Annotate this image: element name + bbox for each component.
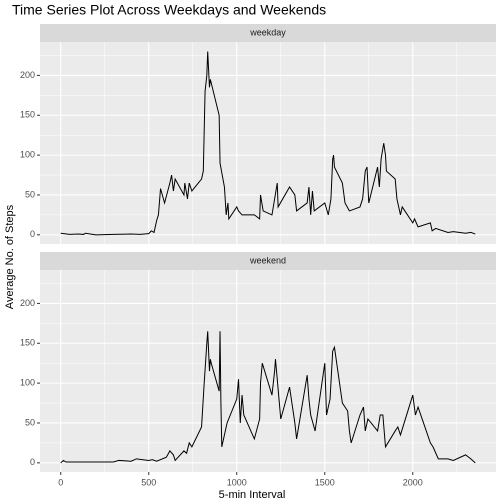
- y-tick-label: 0: [30, 457, 35, 467]
- x-tick-label: 1000: [227, 477, 247, 487]
- x-tick-label: 2000: [403, 477, 423, 487]
- data-line: [60, 331, 476, 464]
- x-tick-label: 500: [141, 477, 156, 487]
- x-axis-label: 5-min Interval: [219, 489, 286, 501]
- y-tick-label: 150: [20, 110, 35, 120]
- y-tick-label: 100: [20, 377, 35, 387]
- y-tick-label: 0: [30, 229, 35, 239]
- panel-background: [40, 270, 496, 472]
- y-tick-label: 150: [20, 338, 35, 348]
- y-tick-label: 200: [20, 70, 35, 80]
- strip-label: weekday: [249, 27, 286, 37]
- y-tick-label: 200: [20, 298, 35, 308]
- y-axis-label: Average No. of Steps: [4, 204, 16, 309]
- y-tick-label: 50: [25, 189, 35, 199]
- strip: [40, 24, 496, 42]
- strip-label: weekend: [249, 255, 286, 265]
- chart-title: Time Series Plot Across Weekdays and Wee…: [12, 2, 326, 18]
- x-tick-label: 1500: [315, 477, 335, 487]
- y-tick-label: 50: [25, 417, 35, 427]
- panel-background: [40, 42, 496, 244]
- data-line: [60, 51, 476, 236]
- x-tick-label: 0: [58, 477, 63, 487]
- y-tick-label: 100: [20, 149, 35, 159]
- strip: [40, 252, 496, 270]
